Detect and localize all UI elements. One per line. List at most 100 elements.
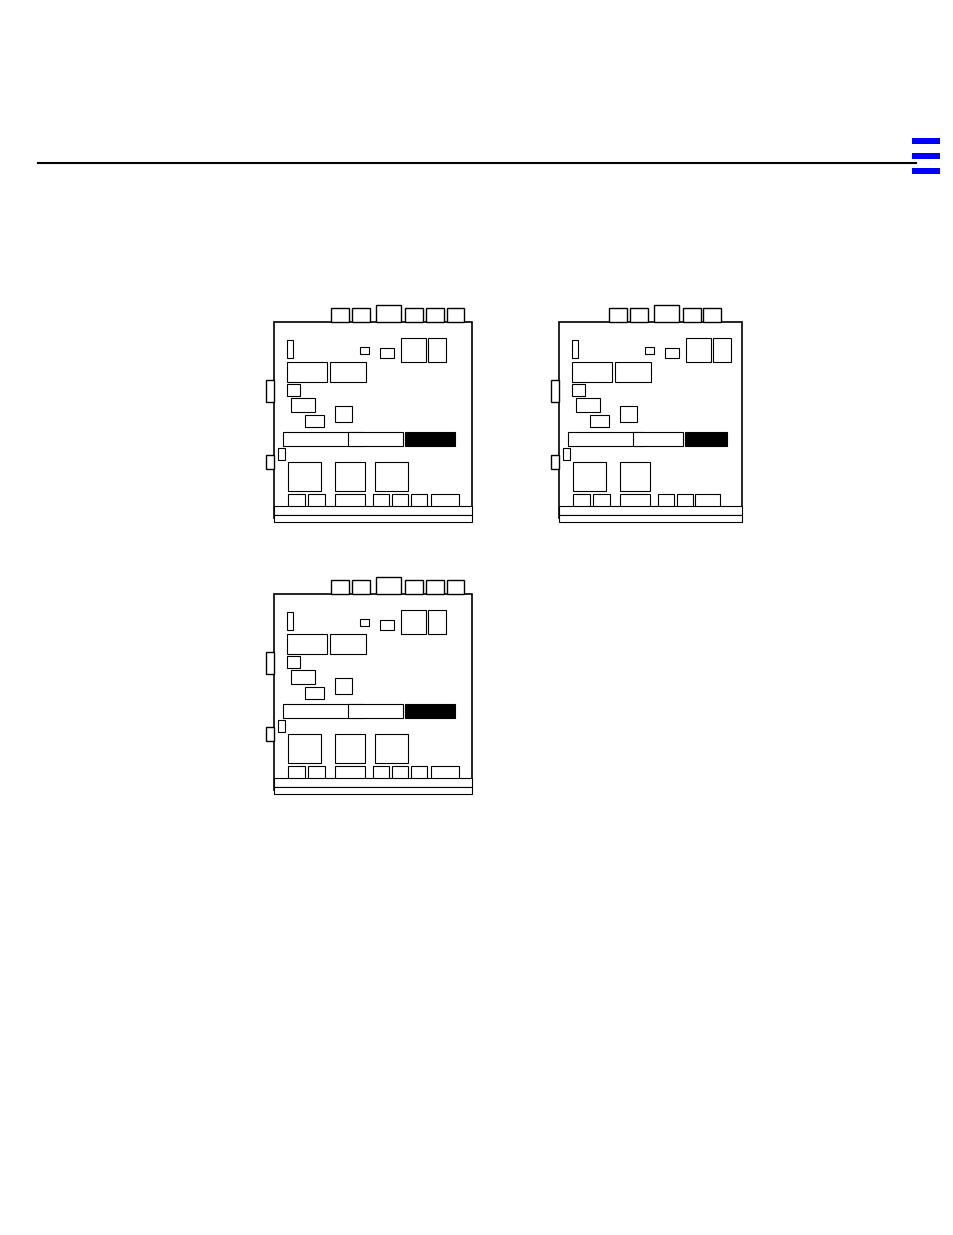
Bar (287, 634, 327, 655)
Bar (288, 494, 305, 511)
Bar (428, 610, 446, 634)
Bar (288, 734, 320, 763)
Bar (373, 494, 389, 511)
Bar (335, 406, 352, 422)
Bar (305, 415, 324, 427)
Bar (331, 580, 349, 594)
Bar (619, 462, 649, 492)
Bar (431, 766, 458, 783)
Bar (277, 448, 285, 459)
Bar (373, 766, 389, 783)
Bar (558, 322, 741, 517)
Bar (400, 610, 426, 634)
Bar (274, 506, 472, 515)
Bar (277, 720, 285, 732)
Bar (375, 462, 408, 492)
Bar (305, 687, 324, 699)
Bar (615, 362, 650, 382)
Bar (426, 580, 443, 594)
Bar (274, 515, 472, 522)
Bar (558, 506, 741, 515)
Bar (287, 340, 293, 358)
Bar (375, 305, 400, 322)
Bar (658, 494, 673, 511)
Bar (266, 380, 274, 403)
Bar (330, 634, 366, 655)
Bar (573, 462, 605, 492)
Bar (379, 620, 394, 630)
Bar (287, 384, 299, 396)
Bar (359, 347, 369, 354)
Bar (331, 308, 349, 322)
Bar (411, 494, 427, 511)
Bar (330, 362, 366, 382)
Bar (644, 347, 654, 354)
Bar (288, 462, 320, 492)
Bar (348, 432, 402, 446)
Bar (573, 494, 589, 511)
Bar (911, 138, 939, 144)
Bar (447, 580, 463, 594)
Bar (431, 494, 458, 511)
Bar (695, 494, 720, 511)
Bar (426, 308, 443, 322)
Bar (685, 338, 710, 362)
Bar (411, 766, 427, 783)
Bar (266, 727, 274, 741)
Bar (291, 671, 314, 684)
Bar (287, 656, 299, 668)
Bar (352, 580, 370, 594)
Bar (335, 494, 365, 511)
Bar (400, 338, 426, 362)
Bar (405, 704, 455, 718)
Bar (405, 308, 422, 322)
Bar (911, 153, 939, 159)
Bar (274, 322, 472, 517)
Bar (392, 766, 408, 783)
Bar (352, 308, 370, 322)
Bar (608, 308, 626, 322)
Bar (664, 348, 679, 358)
Bar (572, 340, 578, 358)
Bar (288, 766, 305, 783)
Bar (392, 494, 408, 511)
Bar (702, 308, 720, 322)
Bar (375, 577, 400, 594)
Bar (266, 454, 274, 469)
Bar (291, 398, 314, 412)
Bar (684, 432, 726, 446)
Bar (428, 338, 446, 362)
Bar (562, 448, 569, 459)
Bar (589, 415, 608, 427)
Bar (712, 338, 730, 362)
Bar (335, 766, 365, 783)
Bar (335, 734, 365, 763)
Bar (633, 432, 682, 446)
Bar (677, 494, 692, 511)
Bar (558, 515, 741, 522)
Bar (308, 766, 325, 783)
Bar (287, 613, 293, 630)
Bar (359, 619, 369, 626)
Bar (274, 594, 472, 790)
Bar (572, 362, 612, 382)
Bar (654, 305, 679, 322)
Bar (629, 308, 647, 322)
Bar (576, 398, 599, 412)
Bar (551, 380, 558, 403)
Bar (619, 494, 649, 511)
Bar (551, 454, 558, 469)
Bar (572, 384, 584, 396)
Bar (593, 494, 609, 511)
Bar (447, 308, 463, 322)
Bar (335, 462, 365, 492)
Bar (283, 704, 363, 718)
Bar (287, 362, 327, 382)
Bar (335, 678, 352, 694)
Bar (619, 406, 637, 422)
Bar (266, 652, 274, 674)
Bar (379, 348, 394, 358)
Bar (274, 787, 472, 794)
Bar (274, 778, 472, 787)
Bar (308, 494, 325, 511)
